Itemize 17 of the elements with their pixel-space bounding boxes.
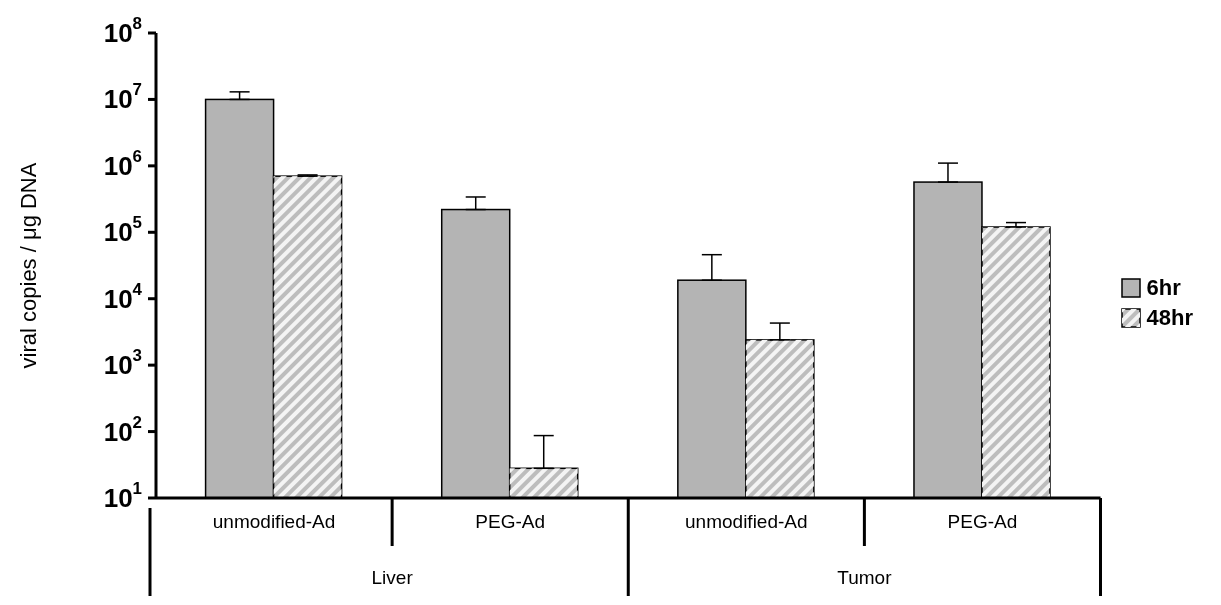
y-tick-label: 10$^{8}$ xyxy=(103,14,142,48)
legend-label: 6hr xyxy=(1146,275,1181,301)
y-tick-label: 10$^{4}$ xyxy=(103,279,143,314)
x-tick-label: unmodified-Ad xyxy=(685,511,808,532)
text: Tumor xyxy=(837,567,893,588)
legend-label: 48hr xyxy=(1146,305,1193,331)
x-tick-label: PEG-Ad xyxy=(947,511,1018,532)
y-tick-label: 10$^{3}$ xyxy=(103,346,142,381)
y-axis-title: viral copies / μg DNA xyxy=(15,162,41,369)
x-tick-label: PEG-Ad xyxy=(475,511,546,532)
y-tick-label: 10$^{5}$ xyxy=(103,213,142,248)
x-tick-label: unmodified-Ad xyxy=(212,511,336,532)
y-tick-label: 10$^{1}$ xyxy=(103,479,142,513)
y-tick-label: 10$^{7}$ xyxy=(103,80,142,115)
text: Liver xyxy=(371,567,414,588)
y-tick-label: 10$^{6}$ xyxy=(103,146,142,181)
y-tick-label: 10$^{2}$ xyxy=(103,412,142,447)
